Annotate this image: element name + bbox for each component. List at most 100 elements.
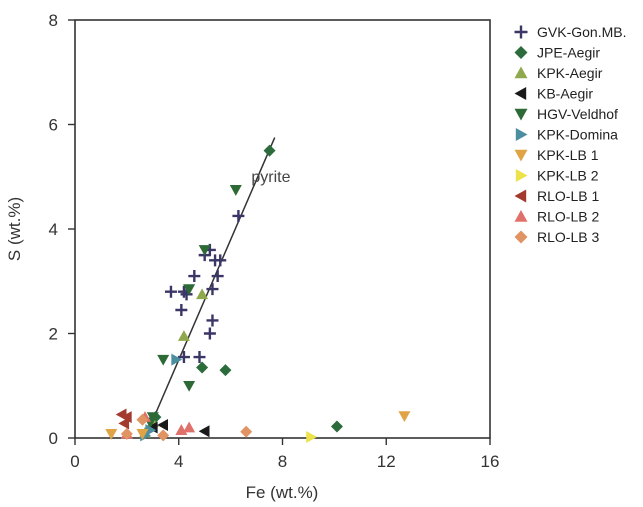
legend-item: JPE-Aegir xyxy=(514,45,600,61)
legend-label: JPE-Aegir xyxy=(537,45,600,61)
data-point xyxy=(164,285,177,298)
data-point xyxy=(175,303,188,316)
data-point xyxy=(177,351,190,364)
data-point xyxy=(171,353,183,366)
x-axis-label: Fe (wt.%) xyxy=(246,483,319,502)
plot-frame xyxy=(74,19,491,439)
legend-label: KPK-LB 1 xyxy=(537,147,599,163)
legend-label: KPK-Domina xyxy=(537,127,618,143)
series-jpe-aegir xyxy=(149,144,343,433)
data-point xyxy=(240,425,253,438)
pyrite-reference-line xyxy=(144,137,276,439)
series-rlo-lb-1 xyxy=(115,408,132,430)
x-tick-label: 0 xyxy=(70,452,79,471)
data-point xyxy=(232,209,245,222)
series-kpk-lb-2 xyxy=(306,430,318,443)
data-point xyxy=(136,413,149,426)
legend-label: RLO-LB 2 xyxy=(537,209,599,225)
y-tick-label: 8 xyxy=(49,11,58,30)
legend-item: KPK-LB 1 xyxy=(514,147,599,163)
legend-item: KPK-LB 2 xyxy=(515,168,599,184)
legend-marker xyxy=(514,230,528,244)
series-kpk-lb-1 xyxy=(105,411,411,440)
data-point xyxy=(196,361,209,374)
plot-area-border xyxy=(74,19,491,439)
legend-label: HGV-Veldhof xyxy=(537,106,618,122)
legend-item: KPK-Aegir xyxy=(514,65,603,81)
data-points xyxy=(105,144,411,443)
data-point xyxy=(330,420,343,433)
series-hgv-veldhof xyxy=(144,185,242,429)
y-tick-label: 4 xyxy=(49,220,58,239)
x-tick-label: 4 xyxy=(174,452,183,471)
legend-label: RLO-LB 3 xyxy=(537,229,599,245)
data-point xyxy=(211,270,224,283)
annotation-pyrite: pyrite xyxy=(251,169,290,186)
data-point xyxy=(175,424,188,435)
y-tick-label: 0 xyxy=(49,429,58,448)
pyrite-line-group xyxy=(144,137,276,439)
data-point xyxy=(306,430,318,443)
y-axis-label: S (wt.%) xyxy=(5,197,24,261)
legend-marker xyxy=(514,210,528,222)
legend-marker xyxy=(514,108,528,121)
series-rlo-lb-3 xyxy=(120,413,253,442)
legend-marker xyxy=(514,149,528,162)
legend-item: HGV-Veldhof xyxy=(514,106,618,122)
x-tick-label: 8 xyxy=(278,452,287,471)
data-point xyxy=(120,427,133,440)
legend-marker xyxy=(515,128,528,141)
data-point xyxy=(120,411,132,424)
legend-item: RLO-LB 2 xyxy=(514,209,599,225)
legend-item: GVK-Gon.MB. xyxy=(514,24,626,40)
legend-item: KB-Aegir xyxy=(514,86,593,102)
data-point xyxy=(157,429,170,442)
data-point xyxy=(263,144,276,157)
legend-item: KPK-Domina xyxy=(515,127,618,143)
data-point xyxy=(203,327,216,340)
data-point xyxy=(157,354,170,366)
data-point xyxy=(214,254,227,267)
x-tick-label: 12 xyxy=(377,452,396,471)
legend-item: RLO-LB 1 xyxy=(514,188,599,204)
legend-label: KPK-LB 2 xyxy=(537,168,599,184)
legend-marker xyxy=(514,66,528,79)
data-point xyxy=(219,364,232,377)
data-point xyxy=(196,288,209,300)
data-point xyxy=(157,418,168,431)
x-tick-label: 16 xyxy=(481,452,500,471)
legend-marker xyxy=(514,189,527,203)
legend-marker xyxy=(514,87,527,100)
legend-label: RLO-LB 1 xyxy=(537,188,599,204)
y-tick-label: 2 xyxy=(49,325,58,344)
data-point xyxy=(198,245,211,256)
y-axis: 0 2 4 6 8 xyxy=(49,11,75,448)
y-tick-label: 6 xyxy=(49,116,58,135)
annotations: pyrite xyxy=(251,169,290,186)
legend-marker xyxy=(515,169,528,182)
data-point xyxy=(136,429,149,440)
data-point xyxy=(183,284,196,296)
data-point xyxy=(183,421,196,433)
series-gvk-gon-mb xyxy=(164,209,245,364)
data-point xyxy=(118,417,130,430)
data-point xyxy=(145,424,157,437)
data-point xyxy=(198,425,210,438)
data-point xyxy=(193,351,206,364)
data-point xyxy=(188,270,201,283)
legend-marker xyxy=(514,46,528,59)
legend-label: KPK-Aegir xyxy=(537,65,603,81)
data-point xyxy=(105,429,118,440)
data-point xyxy=(398,411,411,423)
data-point xyxy=(206,314,219,327)
legend: GVK-Gon.MB. JPE-Aegir KPK-Aegir KB-Aegir HGV… xyxy=(514,24,626,245)
data-point xyxy=(183,380,196,392)
legend-label: KB-Aegir xyxy=(537,86,593,102)
data-point xyxy=(206,283,219,296)
data-point xyxy=(177,330,190,341)
legend-item: RLO-LB 3 xyxy=(514,229,599,245)
legend-label: GVK-Gon.MB. xyxy=(537,24,626,40)
legend-marker xyxy=(514,25,528,39)
x-axis: 0 4 8 12 16 xyxy=(70,438,499,471)
data-point xyxy=(229,185,242,196)
